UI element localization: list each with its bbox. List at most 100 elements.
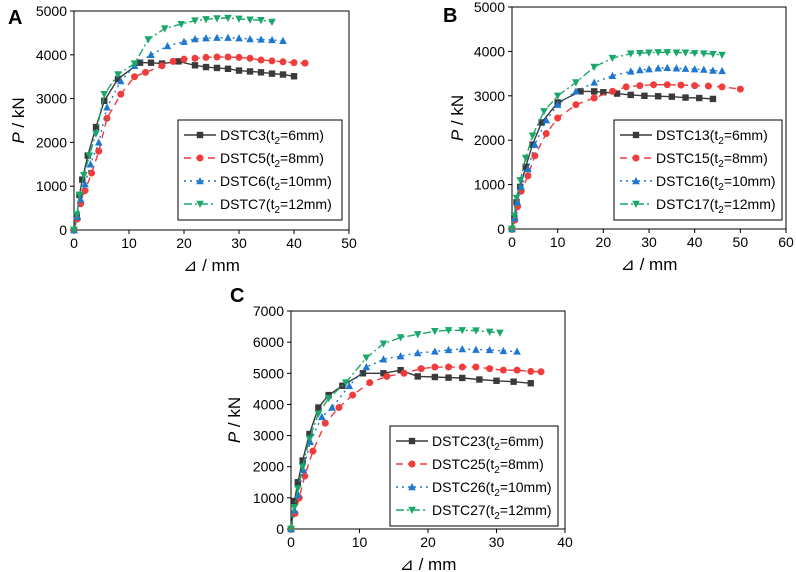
data-point [663,81,671,89]
data-point [290,504,299,512]
data-point [103,114,111,122]
legend-series-name: DSTC7( [220,196,271,212]
data-point [537,368,545,376]
data-point [654,93,662,100]
data-point [309,447,317,455]
legend-label: DSTC5(t2=8mm) [220,150,324,170]
data-point [590,63,598,71]
data-point [691,82,699,90]
x-tick-label: 20 [420,534,436,550]
legend-series-name: DSTC23( [432,433,491,449]
data-point [540,108,548,116]
data-point [279,36,287,44]
y-tick-label: 4000 [253,396,284,412]
data-point [366,379,374,387]
data-point [677,81,685,89]
legend-swatch-marker [632,154,640,162]
data-point [257,69,265,76]
data-point [396,352,405,360]
data-point [577,88,584,95]
data-point [202,16,210,24]
data-point [486,365,494,373]
data-point [521,154,530,162]
data-point [335,404,343,412]
data-point [224,33,232,41]
data-point [513,198,522,206]
y-tick-label: 0 [59,222,67,238]
data-point [246,54,254,62]
legend-subscript: 2 [274,136,280,147]
data-point [681,64,690,72]
data-point [88,169,96,177]
x-axis-label: ⊿ / mm [183,256,240,275]
x-tick-label: 10 [352,534,368,550]
data-point [268,35,276,44]
data-point [224,14,232,23]
y-tick-label: 5000 [474,0,505,15]
legend-series-name: DSTC17( [656,196,715,212]
y-tick-label: 1000 [474,177,505,193]
data-point [191,62,199,69]
data-point [180,37,188,45]
data-point [654,64,662,72]
data-point [100,91,109,99]
y-tick-label: 0 [276,521,284,537]
data-point [294,485,302,493]
data-point [397,366,404,374]
legend-subscript: 2 [718,205,724,216]
legend-thickness: =12mm) [724,196,776,212]
data-point [636,82,644,90]
data-point [431,363,439,371]
data-point [169,57,177,65]
y-axis-label-unit: / kN [9,97,28,132]
data-point [246,68,254,75]
data-point [345,381,354,389]
plot-frame [73,10,350,231]
data-point [444,345,453,354]
series-line [290,329,500,530]
legend-t: t [714,150,718,166]
x-tick-label: 10 [550,234,566,250]
data-point [622,83,630,91]
data-point [572,101,580,109]
x-tick-label: 20 [176,235,192,251]
data-point [485,345,494,354]
data-point [431,373,439,381]
data-point [379,340,388,348]
data-point [144,36,153,44]
legend-t: t [490,456,494,472]
data-point [641,92,648,99]
data-point [362,354,371,362]
legend-label: DSTC16(t2=10mm) [656,173,776,193]
legend-thickness: =6mm) [500,433,544,449]
data-point [246,35,254,43]
legend: DSTC3(t2=6mm)DSTC5(t2=8mm)DSTC6(t2=10mm)… [177,119,343,221]
legend-subscript: 2 [718,159,724,170]
data-point [668,93,676,100]
data-point [608,71,617,80]
data-point [268,18,276,26]
y-tick-label: 3000 [474,88,505,104]
data-point [538,119,545,126]
legend-label: DSTC15(t2=8mm) [656,150,768,170]
data-point [114,71,122,79]
series-line [73,37,284,231]
data-point [554,114,562,122]
legend-thickness: =8mm) [724,150,768,166]
data-point [158,62,166,70]
data-point [75,191,84,199]
data-point [191,35,199,43]
data-point [458,344,467,353]
y-axis-label-unit: / kN [448,95,467,130]
legend-subscript: 2 [494,488,500,499]
data-point [268,70,276,77]
data-point [94,138,103,146]
legend-thickness: =8mm) [500,456,544,472]
data-point [736,85,744,93]
x-axis-label: ⊿ / mm [621,255,678,274]
series-line [511,51,723,230]
y-axis-label: P / kN [448,95,467,141]
data-point [510,212,519,220]
data-point [202,63,210,71]
legend-t: t [714,127,718,143]
